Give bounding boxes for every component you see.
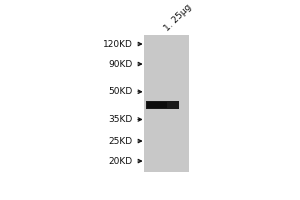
Text: 120KD: 120KD (103, 40, 133, 49)
Bar (145, 35, 189, 172)
Text: 50KD: 50KD (109, 87, 133, 96)
Text: 35KD: 35KD (109, 115, 133, 124)
Text: 25KD: 25KD (109, 137, 133, 146)
Text: 20KD: 20KD (109, 157, 133, 166)
Bar (146, 101, 179, 109)
Text: 1. 25μg: 1. 25μg (163, 3, 194, 33)
Text: 90KD: 90KD (109, 60, 133, 69)
Bar (147, 102, 167, 108)
